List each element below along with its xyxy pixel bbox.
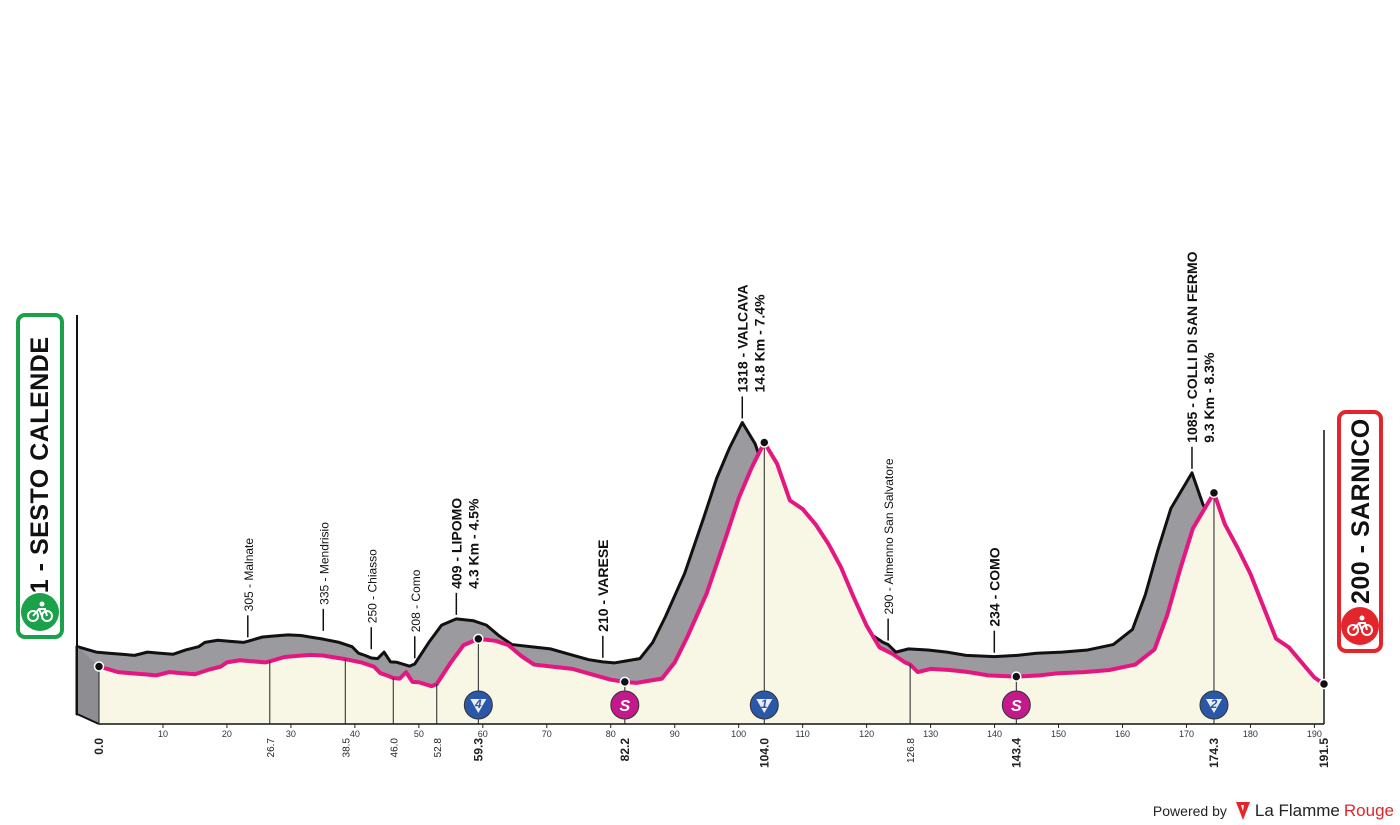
location-dot-4 (1011, 671, 1022, 682)
profile-area (75, 315, 1326, 725)
location-dot-6 (1318, 678, 1330, 690)
start-badge: 281 - SESTO CALENDE (16, 313, 64, 639)
waypoint-label-2: 250 - Chiasso (365, 549, 379, 623)
finish-name: SARNICO (1347, 418, 1375, 538)
finish-label: 200 - SARNICO (1347, 418, 1376, 604)
x-tick-label-190: 190 (1307, 729, 1322, 739)
x-tick-label-80: 80 (606, 729, 616, 739)
location-dot-3 (759, 437, 770, 448)
category-label-3: S (1011, 698, 1022, 715)
km-label-0: 0.0 (92, 738, 106, 755)
cyclist-icon (21, 593, 59, 631)
start-dash: - (26, 562, 54, 572)
km-label-7: 104.0 (757, 738, 771, 768)
waypoint-label-3: 208 - Como (409, 569, 423, 632)
climb-triangle-2 (756, 699, 773, 713)
flame-logo-icon (1235, 802, 1250, 820)
location-dot-5 (1208, 487, 1220, 499)
category-label-4: 2 (1210, 697, 1218, 711)
km-label-11: 191.5 (1317, 738, 1331, 768)
climb-triangle-0 (470, 699, 487, 713)
sprint-icon-1 (610, 690, 640, 720)
waypoint-label-9: 1085 - COLLI DI SAN FERMO (1184, 251, 1200, 442)
x-tick-label-110: 110 (795, 729, 809, 739)
powered-by-label: Powered by (1152, 803, 1227, 819)
start-name: SESTO CALENDE (26, 336, 54, 556)
waypoint-detail-4: 4.3 Km - 4.5% (465, 498, 481, 589)
category-label-0: 4 (474, 697, 482, 711)
brand-name-1: La Flamme (1254, 801, 1340, 820)
x-tick-label-120: 120 (859, 729, 874, 739)
km-label-8: 126.8 (906, 738, 917, 763)
x-tick-label-90: 90 (670, 729, 680, 739)
waypoint-label-7: 290 - Almenno San Salvatore (882, 458, 896, 614)
waypoint-label-1: 335 - Mendrisio (317, 522, 331, 605)
waypoint-label-4: 409 - LIPOMO (448, 498, 464, 589)
waypoint-label-6: 1318 - VALCAVA (734, 284, 750, 392)
km-label-6: 82.2 (618, 738, 632, 762)
climb-triangle-4 (1205, 699, 1222, 713)
x-axis-ticks: 0.0 26.7 38.5 46.0 52.8 59.3 82.2 104.0 126.8 143… (92, 724, 1331, 768)
location-dot-1 (473, 633, 484, 645)
location-dot-2 (619, 676, 631, 688)
x-tick-label-170: 170 (1179, 729, 1194, 739)
x-tick-label-180: 180 (1243, 729, 1258, 739)
x-tick-label-100: 100 (731, 729, 746, 739)
x-tick-label-130: 130 (923, 729, 938, 739)
location-dot-0 (93, 661, 105, 672)
x-tick-label-60: 60 (478, 729, 488, 739)
category-icons: 4 S 1 S 2 (463, 690, 1229, 720)
footer: Powered by La Flamme Rouge (1153, 801, 1394, 821)
finish-badge: 200 - SARNICO (1337, 410, 1383, 653)
baseline-corner (76, 713, 100, 725)
waypoint-label-5: 210 - VARESE (595, 539, 611, 631)
x-tick-label-160: 160 (1115, 729, 1130, 739)
km-label-5: 59.3 (471, 738, 485, 762)
brand-name-2: Rouge (1343, 801, 1394, 820)
x-tick-label-50: 50 (414, 729, 424, 739)
profile-shadow (75, 421, 1304, 716)
finish-elevation: 200 (1347, 560, 1375, 604)
category-label-2: 1 (761, 697, 768, 711)
x-tick-label-30: 30 (286, 729, 296, 739)
brand-logo[interactable]: La Flamme Rouge (1235, 801, 1394, 821)
category-label-1: S (619, 698, 630, 715)
km-marker-lines (93, 437, 1330, 724)
x-tick-label-10: 10 (158, 729, 168, 739)
route-line (97, 440, 1326, 689)
km-label-2: 38.5 (341, 738, 352, 758)
x-tick-label-20: 20 (222, 729, 232, 739)
km-label-1: 26.7 (266, 738, 277, 758)
km-label-3: 46.0 (389, 738, 400, 758)
waypoint-labels: 305 - Malnate 335 - Mendrisio 250 - Chiass… (242, 251, 1217, 659)
x-tick-label-140: 140 (987, 729, 1002, 739)
x-tick-label-150: 150 (1051, 729, 1066, 739)
waypoint-label-0: 305 - Malnate (242, 538, 256, 612)
waypoint-label-8: 234 - COMO (986, 547, 1002, 626)
profile-side-wall (77, 646, 99, 724)
finish-cyclist-icon (1341, 607, 1379, 645)
x-tick-label-70: 70 (542, 729, 552, 739)
waypoint-detail-6: 14.8 Km - 7.4% (751, 294, 767, 393)
km-label-4: 52.8 (433, 738, 444, 758)
km-label-10: 174.3 (1207, 738, 1221, 768)
sprint-icon-3 (1001, 690, 1031, 720)
x-tick-label-40: 40 (350, 729, 360, 739)
finish-dash: - (1347, 544, 1375, 554)
start-label: 281 - SESTO CALENDE (26, 336, 55, 622)
waypoint-detail-9: 9.3 Km - 8.3% (1201, 352, 1217, 443)
km-label-9: 143.4 (1009, 738, 1023, 768)
